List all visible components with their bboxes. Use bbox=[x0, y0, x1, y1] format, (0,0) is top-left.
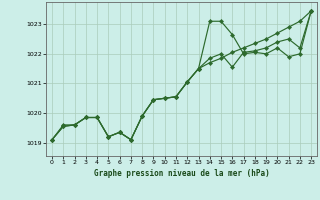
X-axis label: Graphe pression niveau de la mer (hPa): Graphe pression niveau de la mer (hPa) bbox=[94, 169, 269, 178]
